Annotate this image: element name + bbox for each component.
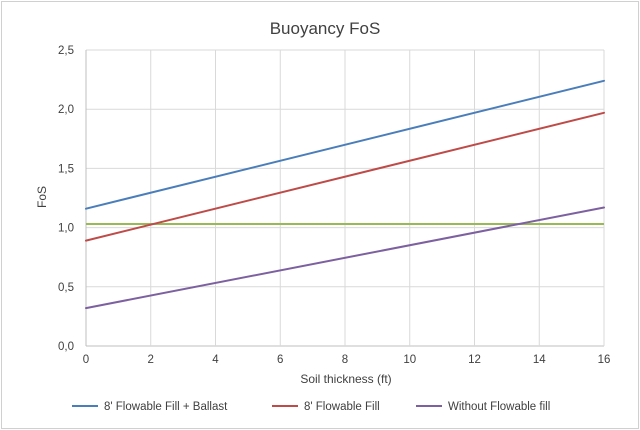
x-tick-label: 14	[533, 354, 546, 366]
legend-label-1: 8' Flowable Fill + Ballast	[104, 401, 228, 413]
y-tick-label: 2,0	[58, 104, 74, 116]
series-layer	[85, 79, 605, 310]
series-line-3	[85, 206, 605, 310]
y-tick-label: 2,5	[58, 45, 74, 57]
x-tick-label: 10	[403, 354, 416, 366]
x-axis-title: Soil thickness (ft)	[300, 372, 391, 386]
y-tick-label: 0,0	[58, 341, 74, 353]
x-tick-label: 16	[598, 354, 611, 366]
legend: 8' Flowable Fill + Ballast 8' Flowable Fi…	[72, 401, 550, 413]
series-line-1	[85, 79, 605, 210]
x-tick-label: 4	[212, 354, 219, 366]
x-tick-label: 0	[83, 354, 89, 366]
x-tick-label: 2	[148, 354, 154, 366]
y-tick-label: 0,5	[58, 282, 74, 294]
x-tick-label: 12	[468, 354, 481, 366]
y-tick-label: 1,5	[58, 163, 74, 175]
x-tick-label: 6	[277, 354, 283, 366]
y-axis-ticks: 0,0 0,5 1,0 1,5 2,0 2,5	[58, 45, 74, 353]
y-axis-title: FoS	[35, 186, 49, 208]
chart-title: Buoyancy FoS	[270, 19, 381, 38]
x-axis-ticks: 0 2 4 6 8 10 12 14 16	[83, 354, 611, 366]
legend-label-3: Without Flowable fill	[448, 401, 550, 413]
legend-label-2: 8' Flowable Fill	[304, 401, 380, 413]
grid	[85, 49, 605, 347]
x-tick-label: 8	[342, 354, 348, 366]
y-tick-label: 1,0	[58, 223, 74, 235]
series-line-2	[85, 111, 605, 242]
